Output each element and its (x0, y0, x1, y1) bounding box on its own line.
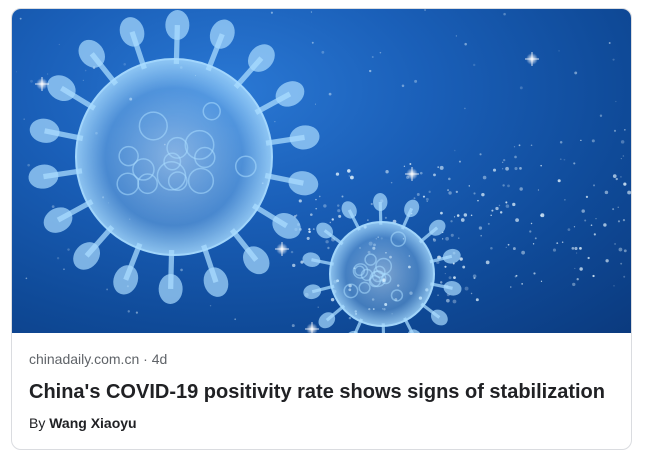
meta-separator: · (143, 351, 148, 367)
byline-prefix: By (29, 415, 46, 431)
article-headline[interactable]: China's COVID-19 positivity rate shows s… (29, 381, 605, 403)
author-name: Wang Xiaoyu (49, 415, 137, 431)
article-byline: By Wang Xiaoyu (29, 415, 137, 431)
article-age: 4d (151, 351, 168, 367)
news-card[interactable]: chinadaily.com.cn · 4d China's COVID-19 … (11, 8, 632, 450)
coronavirus-illustration-icon (15, 9, 631, 333)
article-meta: chinadaily.com.cn · 4d (29, 351, 167, 367)
article-image[interactable] (12, 9, 631, 333)
source-name[interactable]: chinadaily.com.cn (29, 351, 140, 367)
